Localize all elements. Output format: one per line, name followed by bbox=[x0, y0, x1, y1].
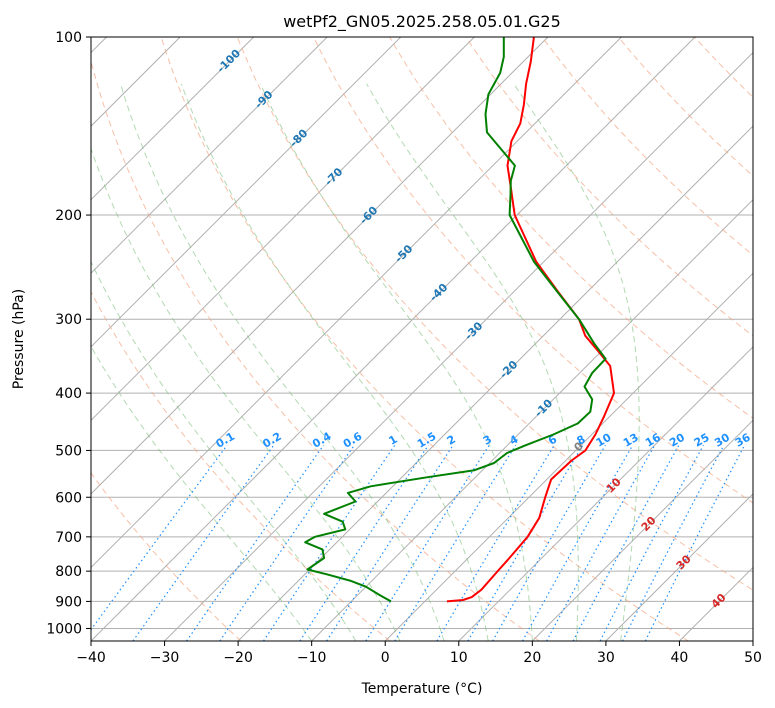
plot-frame bbox=[90, 36, 754, 642]
mixing-ratio-line bbox=[467, 444, 584, 641]
x-tick-label: −30 bbox=[150, 650, 180, 666]
dry-adiabat-line bbox=[91, 290, 391, 641]
dewpoint-profile-line bbox=[304, 37, 607, 603]
moist-adiabat-line bbox=[259, 83, 533, 641]
dry-adiabat-line bbox=[91, 59, 540, 641]
isotherm-line bbox=[91, 37, 255, 201]
isotherm-line bbox=[91, 37, 696, 641]
dry-adiabat-line bbox=[465, 37, 753, 337]
y-tick-label: 600 bbox=[55, 490, 82, 506]
x-tick-label: −40 bbox=[76, 650, 106, 666]
isotherm-line bbox=[311, 198, 753, 641]
y-tick-label: 900 bbox=[55, 594, 82, 610]
isotherm-line bbox=[91, 37, 328, 274]
isotherm-line bbox=[605, 493, 753, 641]
mixing-ratio-line bbox=[262, 444, 396, 641]
mixing-ratio-line bbox=[436, 444, 555, 641]
isotherm-line bbox=[91, 37, 549, 495]
isotherm-line bbox=[164, 51, 753, 641]
dry-adiabat-line bbox=[617, 37, 753, 177]
y-tick-label: 1000 bbox=[46, 621, 82, 637]
isotherm-line bbox=[237, 125, 753, 641]
x-axis-title: Temperature (°C) bbox=[361, 681, 483, 697]
moist-adiabat-line bbox=[180, 83, 489, 641]
temperature-profile-line bbox=[446, 37, 615, 603]
moist-adiabat-line bbox=[120, 83, 445, 641]
isotherm-line bbox=[384, 272, 753, 641]
x-tick-label: 10 bbox=[450, 650, 468, 666]
mixing-ratio-line bbox=[521, 444, 634, 641]
mixing-ratio-line bbox=[622, 444, 725, 641]
moist-adiabat-line bbox=[91, 260, 357, 641]
moist-adiabat-line bbox=[91, 147, 401, 641]
mixing-ratio-line bbox=[326, 444, 454, 641]
moist-adiabat-line bbox=[366, 83, 579, 641]
dry-adiabat-line bbox=[389, 37, 753, 419]
isotherm-line bbox=[458, 346, 753, 641]
chart-title: wetPf2_GN05.2025.258.05.01.G25 bbox=[283, 12, 561, 32]
mixing-ratio-line bbox=[572, 444, 680, 641]
mixing-ratio-line bbox=[546, 444, 656, 641]
mixing-ratio-line bbox=[186, 444, 325, 641]
y-tick-label: 800 bbox=[55, 564, 82, 580]
mixing-ratio-line bbox=[219, 444, 355, 641]
moist-adiabat-line bbox=[513, 83, 640, 641]
mixing-ratio-line bbox=[599, 444, 704, 641]
y-tick-label: 300 bbox=[55, 312, 82, 328]
isotherm-line bbox=[91, 37, 402, 348]
moist-adiabat-line bbox=[91, 345, 313, 641]
dry-adiabat-line bbox=[160, 37, 689, 641]
x-tick-label: −10 bbox=[297, 650, 327, 666]
x-tick-label: −20 bbox=[223, 650, 253, 666]
x-tick-label: 30 bbox=[597, 650, 615, 666]
y-tick-label: 100 bbox=[55, 30, 82, 46]
y-tick-label: 700 bbox=[55, 530, 82, 546]
isotherm-line bbox=[91, 37, 475, 422]
x-tick-label: 40 bbox=[671, 650, 689, 666]
dry-adiabat-line bbox=[313, 37, 753, 504]
mixing-ratio-line bbox=[644, 444, 746, 641]
isotherm-line bbox=[531, 419, 753, 641]
mixing-ratio-line bbox=[299, 444, 429, 641]
x-tick-label: 50 bbox=[744, 650, 762, 666]
mixing-ratio-line bbox=[492, 444, 606, 641]
y-tick-label: 500 bbox=[55, 443, 82, 459]
x-axis: −40 −30 −20 −10 0 10 20 30 40 50 bbox=[76, 641, 762, 666]
isotherm-line bbox=[91, 37, 622, 569]
x-tick-label: 20 bbox=[523, 650, 541, 666]
y-axis-title: Pressure (hPa) bbox=[11, 289, 27, 389]
x-tick-label: 0 bbox=[381, 650, 390, 666]
y-tick-label: 200 bbox=[55, 208, 82, 224]
y-axis: 100 200 300 400 500 600 700 800 900 1000 bbox=[46, 30, 91, 637]
y-tick-label: 400 bbox=[55, 386, 82, 402]
dry-adiabat-line bbox=[236, 37, 753, 591]
